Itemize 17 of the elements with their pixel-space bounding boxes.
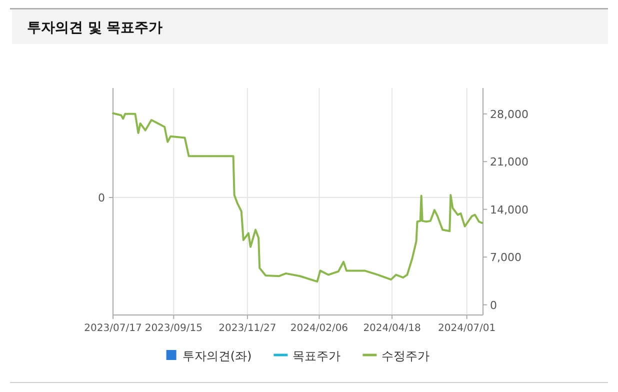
legend-label: 목표주가 — [292, 349, 341, 363]
x-tick-label: 2023/07/17 — [84, 323, 142, 334]
y2-tick-label: 14,000 — [490, 203, 528, 216]
legend-label: 수정주가 — [382, 349, 430, 363]
x-tick-label: 2023/09/15 — [144, 323, 202, 334]
x-tick-label: 2024/02/06 — [290, 323, 348, 334]
legend-label: 투자의견(좌) — [182, 349, 252, 363]
x-tick-label: 2024/07/01 — [438, 323, 496, 334]
x-tick-label: 2023/11/27 — [218, 323, 276, 334]
x-tick-label: 2024/04/18 — [363, 323, 421, 334]
y2-tick-label: 0 — [490, 298, 497, 312]
line-series — [112, 112, 483, 283]
y2-tick-label: 28,000 — [490, 108, 528, 121]
y2-tick-label: 21,000 — [490, 156, 528, 169]
text: 0 — [98, 192, 105, 204]
chart-title: 투자의견 및 목표주가 — [27, 20, 163, 36]
y2-tick-label: 7,000 — [490, 251, 522, 264]
